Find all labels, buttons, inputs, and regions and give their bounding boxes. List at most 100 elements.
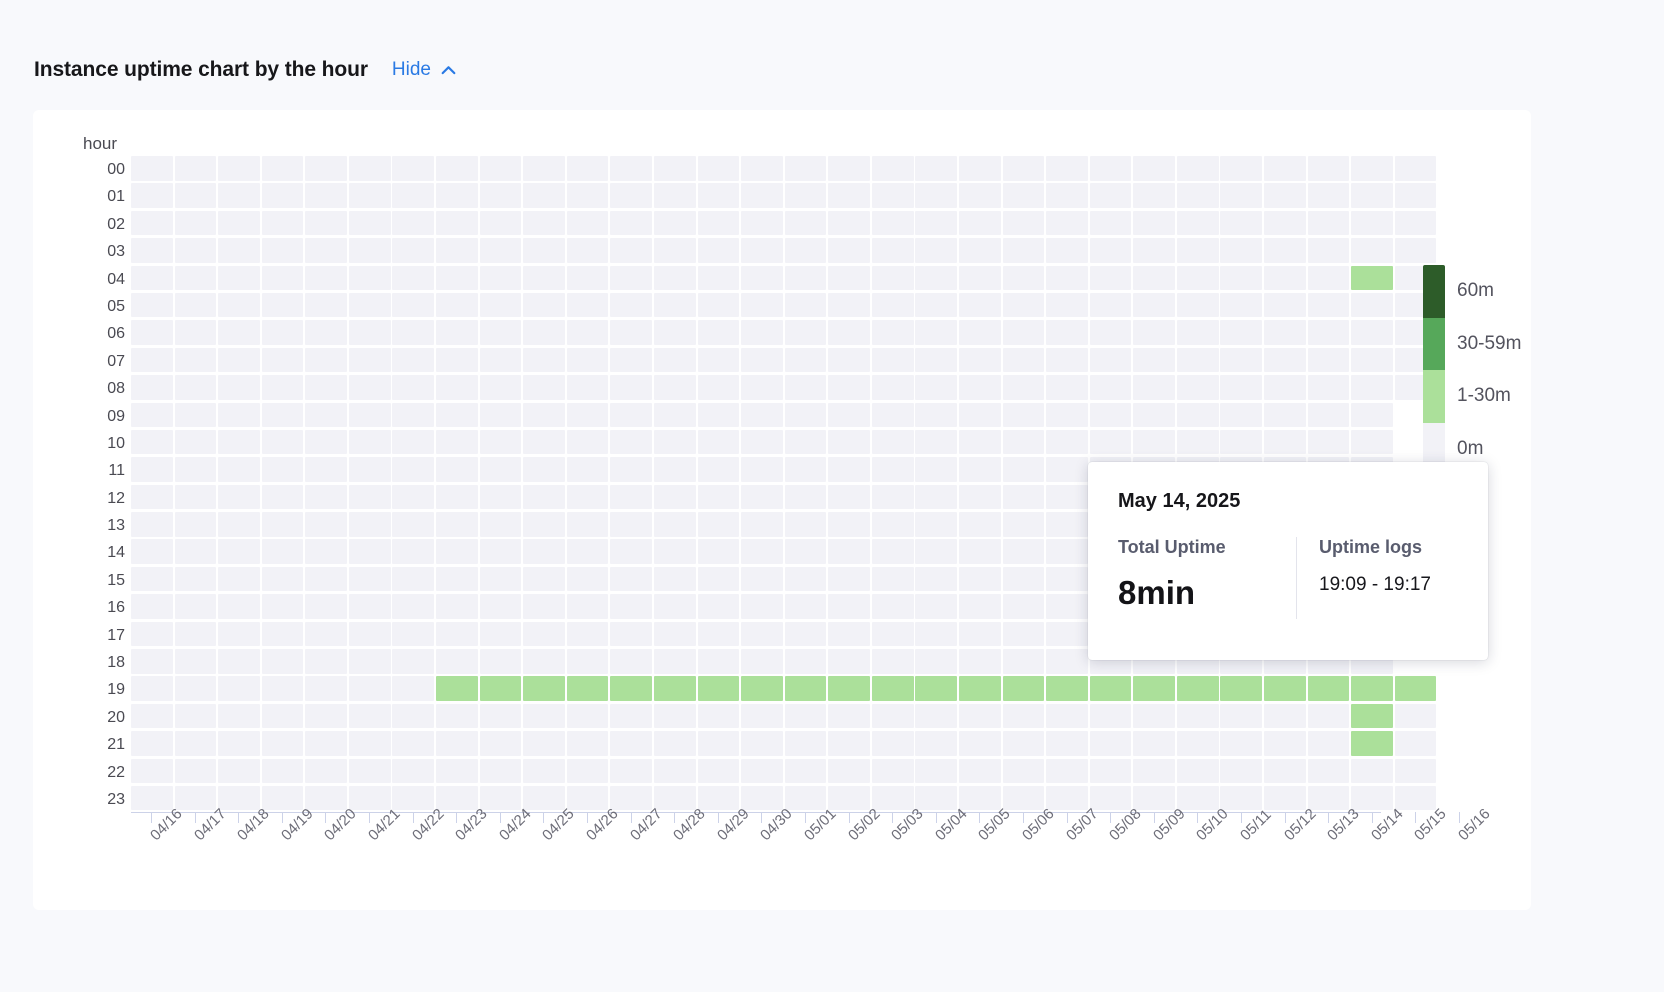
heatmap-cell[interactable] <box>392 402 435 428</box>
heatmap-cell[interactable] <box>1046 484 1088 510</box>
heatmap-cell[interactable] <box>697 265 740 291</box>
heatmap-cell[interactable] <box>305 265 347 291</box>
heatmap-cell[interactable] <box>1089 731 1132 756</box>
heatmap-cell[interactable] <box>479 156 522 181</box>
heatmap-cell[interactable] <box>871 512 914 537</box>
heatmap-cell[interactable] <box>479 484 522 510</box>
heatmap-cell[interactable] <box>610 292 653 318</box>
heatmap-cell[interactable] <box>261 238 304 263</box>
heatmap-cell[interactable] <box>1394 210 1437 236</box>
heatmap-cell[interactable] <box>610 402 653 428</box>
heatmap-cell[interactable] <box>218 785 260 811</box>
heatmap-cell[interactable] <box>1351 676 1393 701</box>
heatmap-cell[interactable] <box>1264 429 1306 455</box>
heatmap-cell[interactable] <box>1089 265 1132 291</box>
heatmap-cell[interactable] <box>348 539 391 564</box>
heatmap-cell[interactable] <box>174 210 217 236</box>
heatmap-cell[interactable] <box>566 429 609 455</box>
heatmap-cell[interactable] <box>828 320 870 345</box>
heatmap-cell[interactable] <box>1002 785 1045 811</box>
heatmap-cell[interactable] <box>305 649 347 674</box>
heatmap-cell[interactable] <box>871 238 914 263</box>
heatmap-cell[interactable] <box>566 731 609 756</box>
heatmap-cell[interactable] <box>305 566 347 592</box>
heatmap-cell[interactable] <box>653 594 696 619</box>
heatmap-cell[interactable] <box>1133 183 1175 208</box>
heatmap-cell[interactable] <box>1002 484 1045 510</box>
heatmap-cell[interactable] <box>1002 676 1045 701</box>
heatmap-cell[interactable] <box>1089 785 1132 811</box>
heatmap-cell[interactable] <box>1264 320 1306 345</box>
heatmap-cell[interactable] <box>1089 238 1132 263</box>
heatmap-cell[interactable] <box>1176 156 1219 181</box>
heatmap-cell[interactable] <box>653 320 696 345</box>
heatmap-cell[interactable] <box>871 156 914 181</box>
heatmap-cell[interactable] <box>1046 292 1088 318</box>
heatmap-cell[interactable] <box>1046 785 1088 811</box>
heatmap-cell[interactable] <box>1264 265 1306 291</box>
heatmap-cell[interactable] <box>784 649 827 674</box>
heatmap-cell[interactable] <box>348 238 391 263</box>
heatmap-cell[interactable] <box>392 429 435 455</box>
heatmap-cell[interactable] <box>697 594 740 619</box>
heatmap-cell[interactable] <box>305 621 347 647</box>
heatmap-cell[interactable] <box>261 731 304 756</box>
heatmap-cell[interactable] <box>1002 265 1045 291</box>
heatmap-cell[interactable] <box>1307 210 1350 236</box>
heatmap-cell[interactable] <box>1133 320 1175 345</box>
heatmap-cell[interactable] <box>392 703 435 729</box>
heatmap-cell[interactable] <box>261 347 304 373</box>
heatmap-cell[interactable] <box>348 347 391 373</box>
heatmap-cell[interactable] <box>392 238 435 263</box>
heatmap-cell[interactable] <box>1307 265 1350 291</box>
heatmap-cell[interactable] <box>741 238 783 263</box>
heatmap-cell[interactable] <box>305 210 347 236</box>
heatmap-cell[interactable] <box>784 512 827 537</box>
heatmap-cell[interactable] <box>1220 429 1263 455</box>
heatmap-cell[interactable] <box>1307 429 1350 455</box>
heatmap-cell[interactable] <box>392 210 435 236</box>
heatmap-cell[interactable] <box>436 210 478 236</box>
heatmap-cell[interactable] <box>741 703 783 729</box>
heatmap-cell[interactable] <box>871 566 914 592</box>
heatmap-cell[interactable] <box>784 731 827 756</box>
heatmap-cell[interactable] <box>1176 731 1219 756</box>
heatmap-cell[interactable] <box>436 347 478 373</box>
heatmap-cell[interactable] <box>479 512 522 537</box>
heatmap-cell[interactable] <box>523 621 565 647</box>
heatmap-cell[interactable] <box>479 183 522 208</box>
heatmap-cell[interactable] <box>218 402 260 428</box>
heatmap-cell[interactable] <box>1046 566 1088 592</box>
heatmap-cell[interactable] <box>915 292 958 318</box>
heatmap-cell[interactable] <box>1307 676 1350 701</box>
heatmap-cell[interactable] <box>131 594 173 619</box>
heatmap-cell[interactable] <box>871 347 914 373</box>
heatmap-cell[interactable] <box>610 429 653 455</box>
heatmap-cell[interactable] <box>1133 758 1175 784</box>
heatmap-cell[interactable] <box>436 156 478 181</box>
heatmap-cell[interactable] <box>479 539 522 564</box>
heatmap-cell[interactable] <box>305 183 347 208</box>
heatmap-cell[interactable] <box>915 785 958 811</box>
heatmap-cell[interactable] <box>479 676 522 701</box>
heatmap-cell[interactable] <box>1220 320 1263 345</box>
heatmap-cell[interactable] <box>305 292 347 318</box>
heatmap-cell[interactable] <box>261 265 304 291</box>
heatmap-cell[interactable] <box>1046 703 1088 729</box>
heatmap-cell[interactable] <box>566 649 609 674</box>
heatmap-cell[interactable] <box>1046 676 1088 701</box>
heatmap-cell[interactable] <box>174 347 217 373</box>
heatmap-cell[interactable] <box>174 785 217 811</box>
heatmap-cell[interactable] <box>1002 594 1045 619</box>
heatmap-cell[interactable] <box>958 375 1001 400</box>
heatmap-cell[interactable] <box>871 292 914 318</box>
heatmap-cell[interactable] <box>610 347 653 373</box>
heatmap-cell[interactable] <box>305 457 347 482</box>
heatmap-cell[interactable] <box>741 539 783 564</box>
heatmap-cell[interactable] <box>915 347 958 373</box>
heatmap-cell[interactable] <box>131 539 173 564</box>
heatmap-cell[interactable] <box>479 265 522 291</box>
heatmap-cell[interactable] <box>392 156 435 181</box>
heatmap-cell[interactable] <box>1394 156 1437 181</box>
heatmap-cell[interactable] <box>392 375 435 400</box>
